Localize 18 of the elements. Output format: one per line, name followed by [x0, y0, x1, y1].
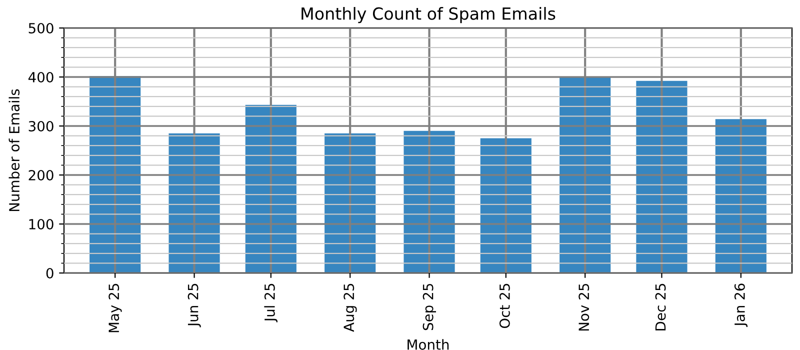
y-tick-label: 100	[29, 218, 54, 230]
x-tick-label: Sep 25	[422, 284, 436, 330]
y-tick-label: 200	[28, 170, 54, 180]
x-tick-label: Jan 26	[734, 284, 748, 327]
x-axis-title: Month	[408, 339, 449, 350]
x-tick-label: Nov 25	[578, 284, 590, 331]
x-tick-label: Oct 25	[499, 284, 510, 328]
y-tick-label: 0	[46, 268, 54, 278]
x-tick-label: Aug 25	[344, 284, 357, 332]
chart-title: Monthly Count of Spam Emails	[302, 7, 556, 24]
y-tick-label: 300	[28, 120, 54, 132]
y-tick-label: 500	[28, 22, 54, 34]
y-axis-title: Number of Emails	[8, 89, 20, 212]
y-tick-label: 400	[28, 72, 54, 82]
x-tick-label: Jun 25	[188, 284, 201, 328]
x-tick-label: Dec 25	[655, 284, 666, 330]
x-tick-label: Jul 25	[264, 284, 278, 322]
x-tick-label: May 25	[108, 284, 122, 332]
